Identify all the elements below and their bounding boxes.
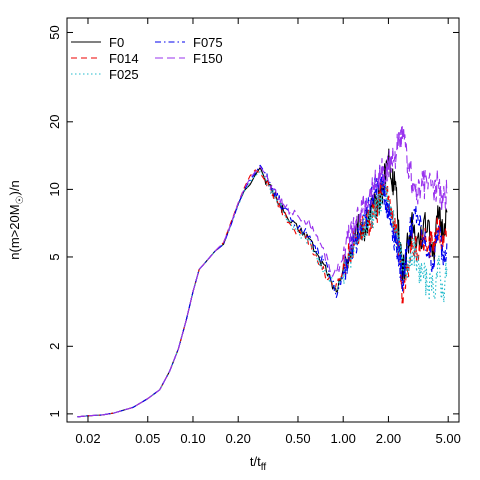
x-tick-label: 0.50 xyxy=(285,431,310,446)
x-tick-label: 0.05 xyxy=(135,431,160,446)
series-line-f014 xyxy=(77,169,448,418)
y-tick-label: 20 xyxy=(47,115,62,129)
x-tick-label: 5.00 xyxy=(436,431,461,446)
series-layer xyxy=(77,126,448,418)
x-tick-label: 0.02 xyxy=(75,431,100,446)
y-tick-label: 1 xyxy=(47,410,62,417)
legend-label-f014: F014 xyxy=(109,51,139,66)
ticks-layer: 0.02 0.05 0.10 0.20 0.50 1.00 2.00 5.00 1 2 5 10 20 5… xyxy=(47,18,461,446)
y-tick-label: 50 xyxy=(47,25,62,39)
legend-label-f150: F150 xyxy=(193,51,223,66)
x-tick-label: 0.10 xyxy=(180,431,205,446)
x-axis-title-sub: ff xyxy=(261,462,267,473)
legend-label-f0: F0 xyxy=(109,35,124,50)
y-tick-label: 5 xyxy=(47,253,62,260)
plot-frame xyxy=(66,17,460,423)
legend-label-f025: F025 xyxy=(109,67,139,82)
series-line-f075 xyxy=(77,164,448,418)
series-line-f150 xyxy=(77,126,448,418)
x-tick-label: 1.00 xyxy=(331,431,356,446)
legend-label-f075: F075 xyxy=(193,35,223,50)
y-tick-label: 2 xyxy=(47,343,62,350)
x-axis-title-main: t/t xyxy=(250,454,261,469)
x-tick-label: 0.20 xyxy=(226,431,251,446)
y-axis-title: n(m>20M☉)/n xyxy=(7,180,26,259)
x-axis-title: t/tff xyxy=(250,454,266,473)
y-axis-title-tail: )/n xyxy=(7,180,22,195)
series-line-f0 xyxy=(77,148,448,418)
y-axis-title-main: n(m>20M xyxy=(7,204,22,259)
y-axis-title-sun: ☉ xyxy=(15,195,26,204)
x-tick-label: 2.00 xyxy=(376,431,401,446)
y-tick-label: 10 xyxy=(47,182,62,196)
